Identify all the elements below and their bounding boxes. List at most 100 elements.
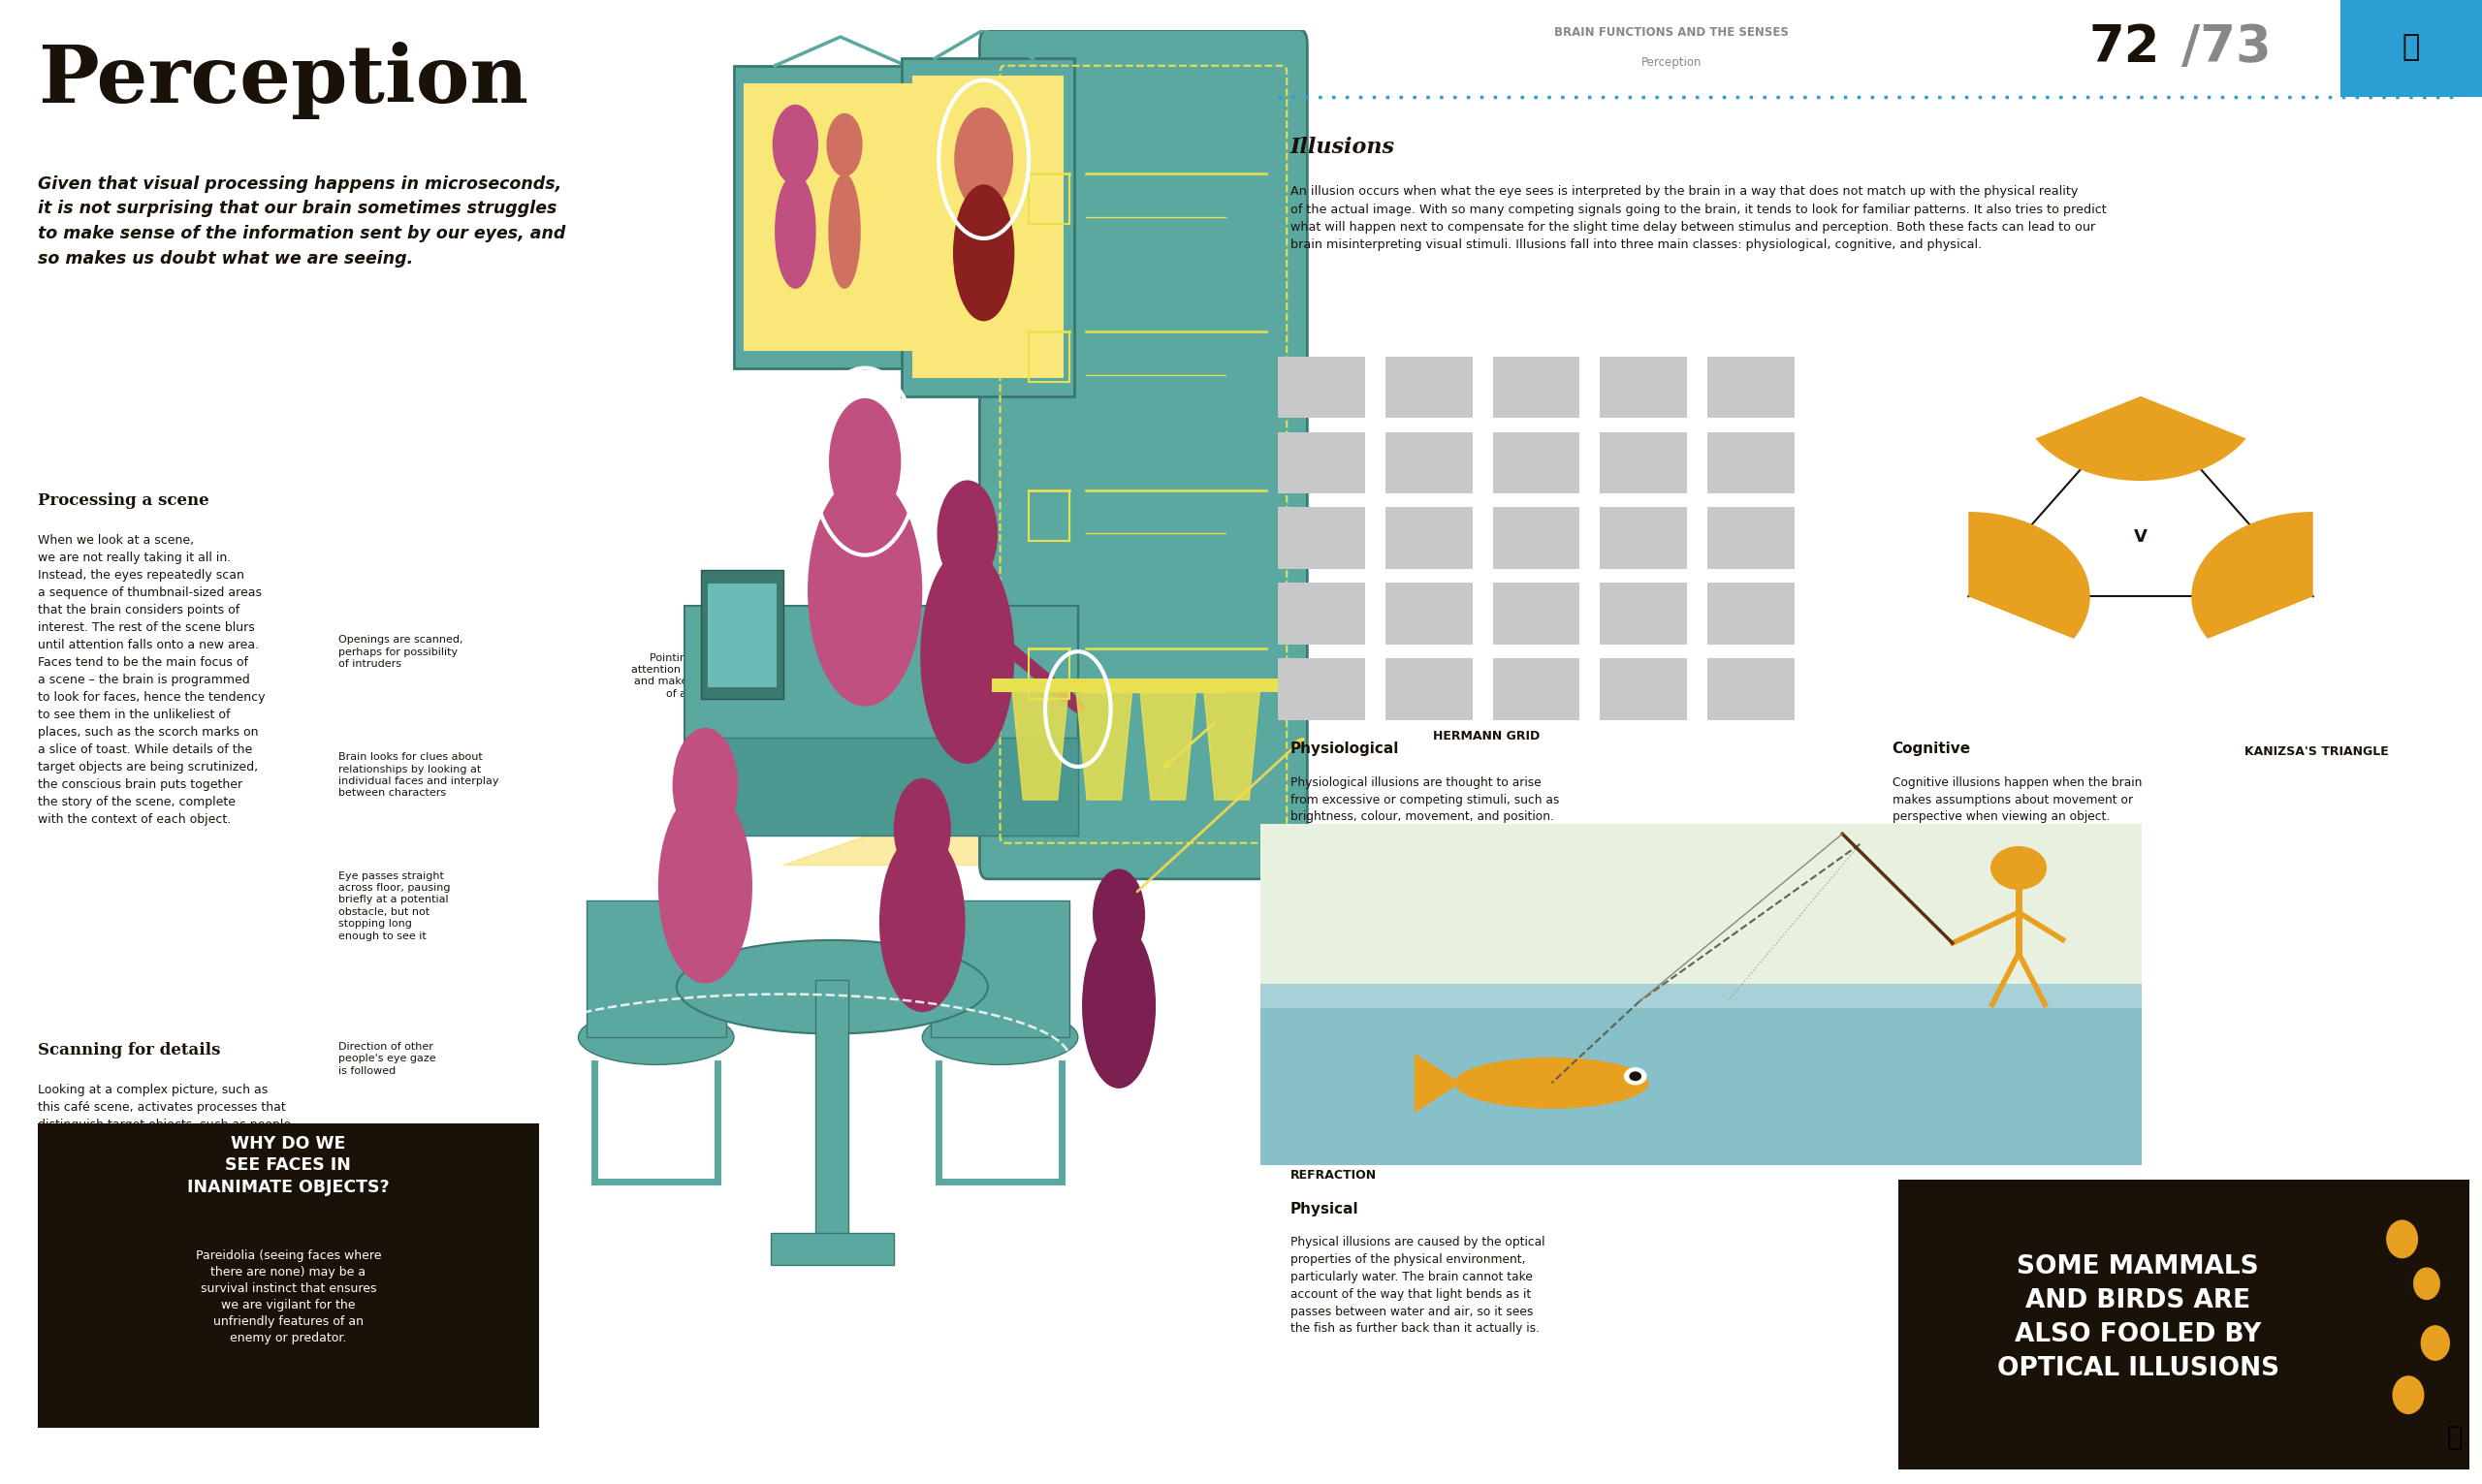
Bar [993, 678, 1296, 692]
Bar [1492, 508, 1581, 568]
Wedge shape [2035, 396, 2246, 481]
Text: Cognitive: Cognitive [1891, 742, 1971, 757]
Text: Cognitive illusions happen when the brain
makes assumptions about movement or
pe: Cognitive illusions happen when the brai… [1891, 776, 2142, 876]
FancyBboxPatch shape [1899, 1180, 2470, 1469]
Text: Processing a scene: Processing a scene [37, 493, 208, 509]
Text: SOME MAMMALS
AND BIRDS ARE
ALSO FOOLED BY
OPTICAL ILLUSIONS: SOME MAMMALS AND BIRDS ARE ALSO FOOLED B… [1998, 1254, 2278, 1382]
Polygon shape [1139, 692, 1196, 800]
Wedge shape [2192, 512, 2313, 638]
Circle shape [2413, 1267, 2440, 1300]
Text: Apparent
position of fish: Apparent position of fish [1948, 1009, 2028, 1031]
Polygon shape [1013, 692, 1067, 800]
Circle shape [827, 113, 864, 177]
Bar [1385, 583, 1472, 644]
Bar [1278, 659, 1365, 720]
Bar [1261, 994, 2142, 1165]
Bar [1601, 659, 1688, 720]
Text: BRAIN FUNCTIONS AND THE SENSES: BRAIN FUNCTIONS AND THE SENSES [1554, 27, 1790, 39]
Bar [1708, 356, 1794, 417]
Text: An illusion occurs when what the eye sees is interpreted by the brain in a way t: An illusion occurs when what the eye see… [1291, 186, 2107, 251]
Bar [1492, 583, 1581, 644]
Bar [1261, 984, 2142, 1008]
Ellipse shape [829, 174, 861, 289]
Text: HERMANN GRID: HERMANN GRID [1435, 730, 1541, 742]
Text: V: V [2135, 528, 2147, 546]
Circle shape [1991, 846, 2048, 890]
Text: /73: /73 [2182, 22, 2271, 73]
Ellipse shape [1082, 923, 1157, 1088]
Circle shape [938, 481, 998, 586]
Polygon shape [1077, 692, 1132, 800]
Bar [913, 76, 1062, 378]
Circle shape [1092, 870, 1144, 962]
Polygon shape [1204, 692, 1261, 800]
Bar [1492, 356, 1581, 417]
Ellipse shape [807, 476, 923, 706]
Circle shape [1623, 1067, 1646, 1085]
Bar [1601, 432, 1688, 493]
Bar [772, 1233, 894, 1264]
Text: Brain directs eyes to
parts of the scene it
considers significant –
especially f: Brain directs eyes to parts of the scene… [630, 965, 750, 1011]
Bar [1492, 659, 1581, 720]
Bar [2341, 0, 2482, 96]
Ellipse shape [953, 184, 1015, 321]
Text: REFRACTION: REFRACTION [1291, 1169, 1378, 1181]
Bar [901, 58, 1075, 396]
Text: Looking at a complex picture, such as
this café scene, activates processes that
: Looking at a complex picture, such as th… [37, 1083, 295, 1166]
Text: Illusions: Illusions [1291, 137, 1395, 157]
Circle shape [772, 104, 819, 186]
Circle shape [829, 398, 901, 525]
Bar [685, 738, 1077, 835]
Circle shape [1628, 1071, 1641, 1080]
Bar [1385, 432, 1472, 493]
Bar [1708, 583, 1794, 644]
Text: 🌿: 🌿 [2447, 1425, 2462, 1451]
FancyBboxPatch shape [37, 1123, 539, 1428]
Text: Perception: Perception [1641, 56, 1703, 68]
Bar [1708, 508, 1794, 568]
Bar [1278, 583, 1365, 644]
Bar [1601, 583, 1688, 644]
Wedge shape [1968, 512, 2090, 638]
Bar [702, 570, 784, 699]
Text: Light is refracted as
it leaves water: Light is refracted as it leaves water [1941, 868, 2050, 890]
Bar [1601, 508, 1688, 568]
Text: Given that visual processing happens in microseconds,
it is not surprising that : Given that visual processing happens in … [37, 175, 566, 267]
Bar [1385, 356, 1472, 417]
Bar [1385, 508, 1472, 568]
Bar [1278, 508, 1365, 568]
Ellipse shape [879, 833, 965, 1012]
Bar [1385, 659, 1472, 720]
Text: When we look at a scene,
we are not really taking it all in.
Instead, the eyes r: When we look at a scene, we are not real… [37, 534, 266, 827]
Ellipse shape [658, 789, 752, 984]
Text: Brain looks for clues about
relationships by looking at
individual faces and int: Brain looks for clues about relationship… [338, 752, 499, 798]
Bar [1278, 432, 1365, 493]
Text: Physical illusions are caused by the optical
properties of the physical environm: Physical illusions are caused by the opt… [1291, 1236, 1544, 1336]
Text: 72: 72 [2090, 22, 2159, 73]
Ellipse shape [578, 1011, 735, 1064]
Text: Physiological illusions are thought to arise
from excessive or competing stimuli: Physiological illusions are thought to a… [1291, 776, 1561, 876]
Bar [817, 979, 849, 1247]
Text: Physiological: Physiological [1291, 742, 1400, 757]
Circle shape [2420, 1325, 2450, 1361]
Text: Physical: Physical [1291, 1202, 1358, 1217]
Ellipse shape [678, 941, 988, 1034]
Text: Actual
position
of fish: Actual position of fish [2040, 1106, 2082, 1140]
Circle shape [2393, 1376, 2425, 1414]
Polygon shape [1415, 1054, 1459, 1112]
Ellipse shape [921, 548, 1015, 764]
Circle shape [2385, 1220, 2417, 1258]
Circle shape [953, 107, 1013, 211]
Ellipse shape [774, 174, 817, 289]
Circle shape [894, 778, 951, 879]
Text: WHY DO WE
SEE FACES IN
INANIMATE OBJECTS?: WHY DO WE SEE FACES IN INANIMATE OBJECTS… [186, 1135, 390, 1196]
Text: Pareidolia (seeing faces where
there are none) may be a
survival instinct that e: Pareidolia (seeing faces where there are… [196, 1250, 382, 1345]
Text: Scanning for details: Scanning for details [37, 1042, 221, 1058]
Text: Brain is so drawn
to faces that even
pictures are studied: Brain is so drawn to faces that even pic… [799, 82, 906, 116]
Bar [1601, 356, 1688, 417]
Bar [586, 901, 725, 1037]
Ellipse shape [1454, 1058, 1648, 1109]
Text: KANIZSA'S TRIANGLE: KANIZSA'S TRIANGLE [2244, 745, 2388, 757]
Bar [1708, 432, 1794, 493]
Circle shape [673, 727, 737, 843]
